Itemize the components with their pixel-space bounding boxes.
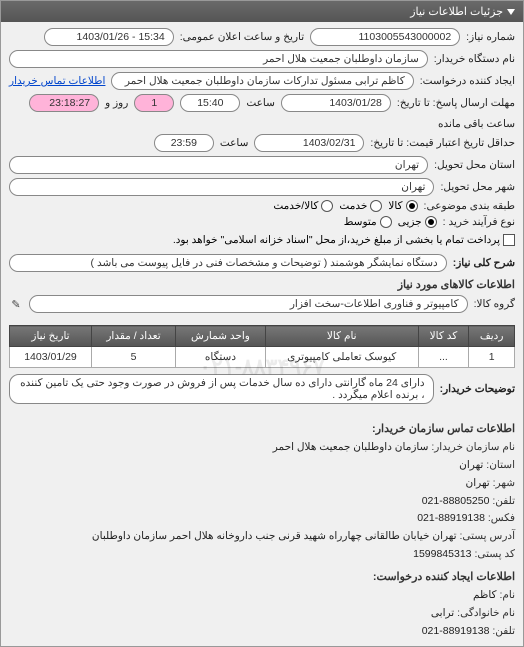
contact-info-block: نام سازمان خریدار: سازمان داوطلبان جمعیت… (9, 439, 515, 564)
goods-section-title: اطلاعات کالاهای مورد نیاز (9, 278, 515, 291)
table-row[interactable]: 1 ... کیوسک تعاملی کامپیوتری دستگاه 5 14… (10, 347, 515, 368)
cat-servicegoods-group[interactable]: کالا/خدمت (273, 200, 333, 212)
cell-unit: دستگاه (176, 347, 266, 368)
validity-label: حداقل تاریخ اعتبار قیمت: تا تاریخ: (370, 137, 515, 149)
province-field: تهران (9, 156, 428, 174)
purchase-type-label: نوع فرآیند خرید : (443, 216, 515, 228)
r-phone: 88919138-021 (422, 625, 490, 637)
buyer-notes-label: توضیحات خریدار: (440, 383, 515, 395)
goods-table: ردیف کد کالا نام کالا واحد شمارش تعداد /… (9, 325, 515, 368)
goods-group-field: کامپیوتر و فناوری اطلاعات-سخت افزار (29, 295, 468, 313)
cell-qty: 5 (91, 347, 175, 368)
r-phone-label: تلفن: (492, 625, 515, 637)
cell-date: 1403/01/29 (10, 347, 92, 368)
details-panel: جزئیات اطلاعات نیاز شماره نیاز: 11030055… (0, 0, 524, 647)
pt-note-label: پرداخت تمام یا بخشی از مبلغ خرید،از محل … (173, 234, 500, 246)
c-org: سازمان داوطلبان جمعیت هلال احمر (273, 441, 429, 453)
pt-medium-radio[interactable] (380, 216, 392, 228)
pt-small-radio[interactable] (425, 216, 437, 228)
c-fax-label: فکس: (488, 512, 515, 524)
cat-goods-group[interactable]: کالا (388, 200, 417, 212)
public-datetime-field: 15:34 - 1403/01/26 (44, 28, 174, 46)
pt-note-group: پرداخت تمام یا بخشی از مبلغ خرید،از محل … (173, 234, 515, 246)
requester-info-block: نام: کاظم نام خانوادگی: ترابی تلفن: 8891… (9, 587, 515, 641)
c-postcode-label: کد پستی: (474, 548, 515, 560)
time-remain-field: 23:18:27 (29, 94, 99, 112)
r-name: کاظم (473, 589, 497, 601)
cat-service-group[interactable]: خدمت (339, 200, 382, 212)
city-field: تهران (9, 178, 434, 196)
buyer-contact-link[interactable]: اطلاعات تماس خریدار (9, 75, 105, 87)
c-org-label: نام سازمان خریدار: (431, 441, 515, 453)
collapse-icon (507, 9, 515, 15)
category-label: طبقه بندی موضوعی: (424, 200, 515, 212)
deadline-date-field: 1403/01/28 (281, 94, 391, 112)
cat-servicegoods-radio[interactable] (321, 200, 333, 212)
panel-title: جزئیات اطلاعات نیاز (410, 5, 503, 18)
goods-group-label: گروه کالا: (474, 298, 515, 310)
public-datetime-label: تاریخ و ساعت اعلان عمومی: (180, 31, 304, 43)
days-remain-label: روز و (105, 97, 128, 109)
col-name: نام کالا (265, 326, 418, 347)
time-remain-label: ساعت باقی مانده (438, 118, 515, 130)
province-label: استان محل تحویل: (434, 159, 515, 171)
pt-small-label: جزیی (398, 216, 422, 228)
cat-servicegoods-label: کالا/خدمت (273, 200, 318, 212)
time-label-2: ساعت (220, 137, 249, 149)
buyer-org-field: سازمان داوطلبان جمعیت هلال احمر (9, 50, 428, 68)
cat-service-label: خدمت (339, 200, 367, 212)
c-postcode: 1599845313 (413, 548, 471, 560)
c-address-label: آدرس پستی: (459, 530, 515, 542)
c-city: تهران (466, 477, 490, 489)
request-no-field: 1103005543000002 (310, 28, 460, 46)
c-province: تهران (459, 459, 483, 471)
c-phone-label: تلفن: (492, 495, 515, 507)
c-address: تهران خیابان طالقانی چهارراه شهید قرنی ج… (92, 530, 457, 542)
cell-code: ... (418, 347, 469, 368)
table-header-row: ردیف کد کالا نام کالا واحد شمارش تعداد /… (10, 326, 515, 347)
description-field: دستگاه نمایشگر هوشمند ( توضیحات و مشخصات… (9, 254, 447, 272)
cat-goods-radio[interactable] (406, 200, 418, 212)
r-lastname: ترابی (431, 607, 454, 619)
pt-note-checkbox[interactable] (503, 234, 515, 246)
requester-field: کاظم ترابی مسئول تدارکات سازمان داوطلبان… (111, 72, 413, 90)
col-unit: واحد شمارش (176, 326, 266, 347)
time-label-1: ساعت (246, 97, 275, 109)
cat-goods-label: کالا (388, 200, 402, 212)
col-qty: تعداد / مقدار (91, 326, 175, 347)
c-province-label: استان: (486, 459, 515, 471)
col-code: کد کالا (418, 326, 469, 347)
request-no-label: شماره نیاز: (466, 31, 515, 43)
description-label: شرح کلی نیاز: (453, 257, 515, 269)
deadline-label: مهلت ارسال پاسخ: تا تاریخ: (397, 97, 515, 109)
validity-time-field: 23:59 (154, 134, 214, 152)
panel-header[interactable]: جزئیات اطلاعات نیاز (1, 1, 523, 22)
cell-name: کیوسک تعاملی کامپیوتری (265, 347, 418, 368)
buyer-notes-field: دارای 24 ماه گارانتی دارای ده سال خدمات … (9, 374, 434, 404)
pt-medium-group[interactable]: متوسط (344, 216, 392, 228)
edit-icon[interactable]: ✎ (9, 297, 23, 311)
contact-section-title: اطلاعات تماس سازمان خریدار: (9, 422, 515, 435)
deadline-time-field: 15:40 (180, 94, 240, 112)
requester-section-title: اطلاعات ایجاد کننده درخواست: (9, 570, 515, 583)
cat-service-radio[interactable] (370, 200, 382, 212)
r-name-label: نام: (499, 589, 515, 601)
col-date: تاریخ نیاز (10, 326, 92, 347)
requester-label: ایجاد کننده درخواست: (420, 75, 515, 87)
pt-small-group[interactable]: جزیی (398, 216, 437, 228)
pt-medium-label: متوسط (344, 216, 377, 228)
col-row: ردیف (469, 326, 515, 347)
c-city-label: شهر: (493, 477, 515, 489)
cell-rownum: 1 (469, 347, 515, 368)
days-remain-field: 1 (134, 94, 174, 112)
buyer-org-label: نام دستگاه خریدار: (434, 53, 515, 65)
panel-body: شماره نیاز: 1103005543000002 تاریخ و ساع… (1, 22, 523, 646)
city-label: شهر محل تحویل: (440, 181, 515, 193)
c-phone: 88805250-021 (422, 495, 490, 507)
validity-date-field: 1403/02/31 (254, 134, 364, 152)
c-fax: 88919138-021 (417, 512, 485, 524)
r-lastname-label: نام خانوادگی: (457, 607, 515, 619)
